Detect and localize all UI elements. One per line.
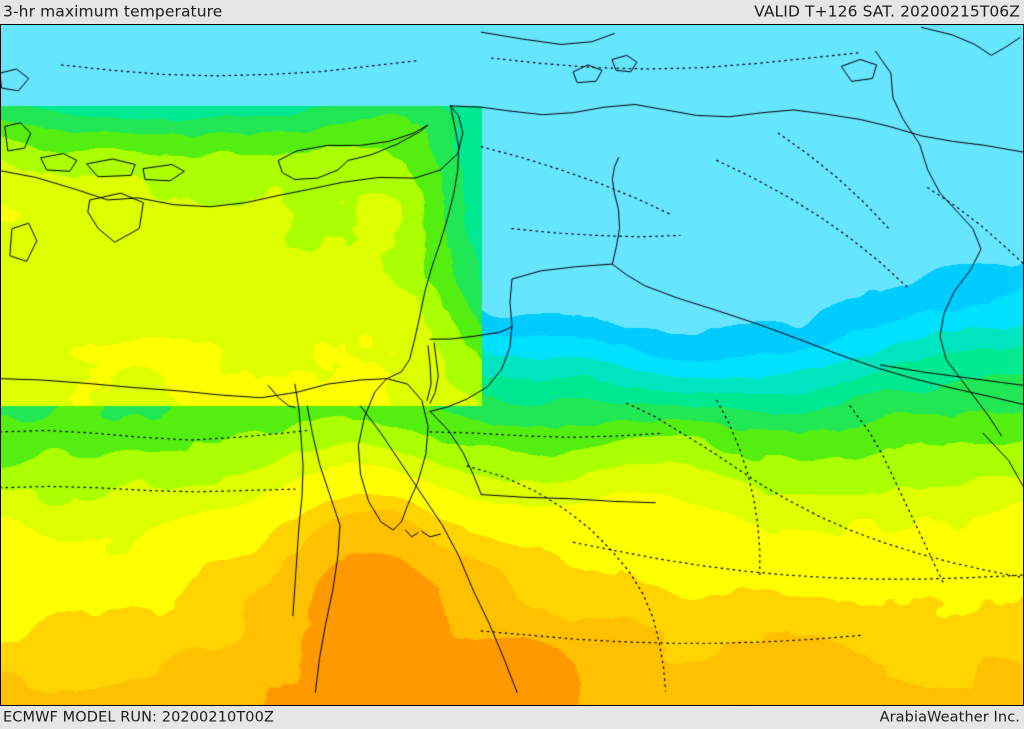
- model-run-label: ECMWF MODEL RUN: 20200210T00Z: [3, 709, 274, 725]
- footer-bar: ECMWF MODEL RUN: 20200210T00Z ArabiaWeat…: [0, 706, 1024, 729]
- temperature-field-canvas[interactable]: [0, 24, 1024, 706]
- attribution-label: ArabiaWeather Inc.: [879, 709, 1020, 725]
- page-title: 3-hr maximum temperature: [3, 2, 223, 21]
- header-bar: 3-hr maximum temperature VALID T+126 SAT…: [0, 0, 1024, 24]
- weather-map[interactable]: [0, 24, 1024, 706]
- valid-time-label: VALID T+126 SAT. 20200215T06Z: [754, 2, 1020, 21]
